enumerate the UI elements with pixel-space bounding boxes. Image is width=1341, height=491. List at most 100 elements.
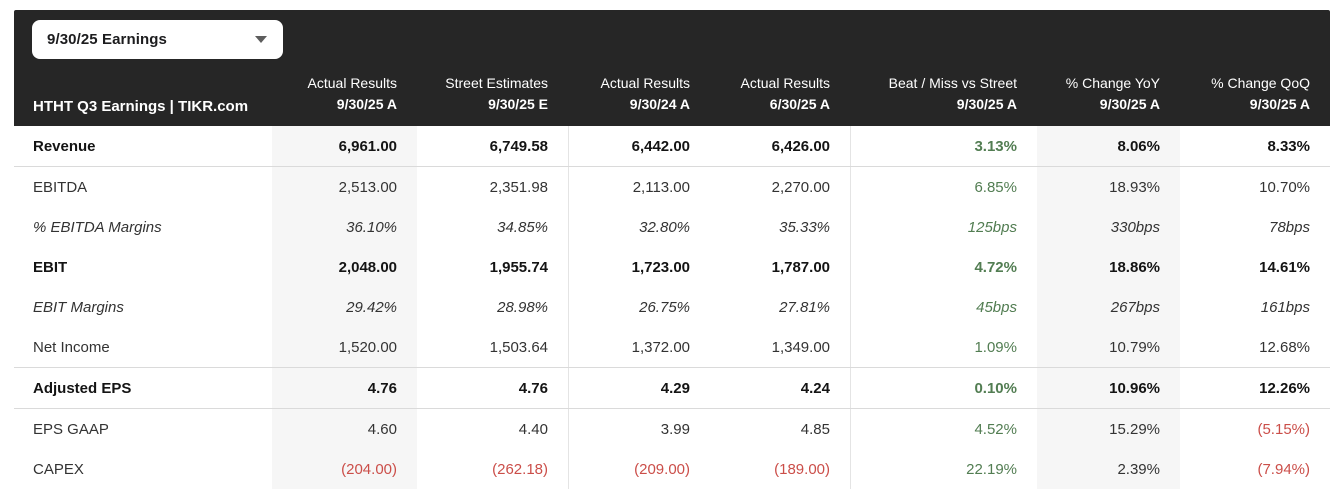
cell: 34.85% xyxy=(497,218,548,236)
cell: 1,955.74 xyxy=(489,258,548,276)
cell: 10.70% xyxy=(1259,178,1310,196)
cell-beat-miss: 0.10% xyxy=(850,368,1037,408)
cell: (262.18) xyxy=(492,460,548,478)
column-header-line2: 9/30/25 E xyxy=(488,96,548,112)
cell: 6,749.58 xyxy=(489,137,548,155)
table-row-ebit-margins: EBIT Margins 29.42% 28.98% 26.75% 27.81%… xyxy=(14,287,1330,327)
cell: 6,961.00 xyxy=(272,126,417,166)
cell: 1,372.00 xyxy=(568,327,710,367)
column-header-line1: Beat / Miss vs Street xyxy=(888,75,1017,91)
table-row-revenue: Revenue 6,961.00 6,749.58 6,442.00 6,426… xyxy=(14,126,1330,167)
column-header-line1: % Change YoY xyxy=(1065,75,1160,91)
table-row-adjusted-eps: Adjusted EPS 4.76 4.76 4.29 4.24 0.10% 1… xyxy=(14,368,1330,409)
column-header-line1: % Change QoQ xyxy=(1211,75,1310,91)
row-label: EBIT xyxy=(33,258,68,276)
row-label: EBITDA xyxy=(33,178,88,196)
table-row-eps-gaap: EPS GAAP 4.60 4.40 3.99 4.85 4.52% 15.29… xyxy=(14,409,1330,449)
cell: 3.99 xyxy=(568,409,710,449)
column-header-actual-results-prior-year: Actual Results 9/30/24 A xyxy=(568,73,710,115)
column-header-line1: Actual Results xyxy=(740,75,830,91)
row-label: Adjusted EPS xyxy=(33,379,132,397)
column-header-line1: Actual Results xyxy=(307,75,397,91)
cell: 27.81% xyxy=(779,298,830,316)
table-row-ebitda-margins: % EBITDA Margins 36.10% 34.85% 32.80% 35… xyxy=(14,207,1330,247)
cell-beat-miss: 22.19% xyxy=(850,449,1037,489)
table-title: HTHT Q3 Earnings | TIKR.com xyxy=(33,98,249,115)
cell: 1,787.00 xyxy=(771,258,830,276)
cell: 4.29 xyxy=(568,368,710,408)
row-label: EBIT Margins xyxy=(33,298,124,316)
cell: (209.00) xyxy=(568,449,710,489)
cell: 35.33% xyxy=(779,218,830,236)
cell: 12.68% xyxy=(1259,338,1310,356)
row-label: % EBITDA Margins xyxy=(33,218,162,236)
cell: 161bps xyxy=(1260,298,1310,316)
column-header-change-yoy: % Change YoY 9/30/25 A xyxy=(1037,73,1180,115)
row-label: Net Income xyxy=(33,338,110,356)
row-label: Revenue xyxy=(33,137,96,155)
cell: 4.60 xyxy=(272,409,417,449)
period-dropdown-value: 9/30/25 Earnings xyxy=(47,31,167,48)
cell: (5.15%) xyxy=(1257,420,1310,438)
table-header: 9/30/25 Earnings HTHT Q3 Earnings | TIKR… xyxy=(14,10,1330,126)
column-header-line2: 9/30/25 A xyxy=(1249,96,1310,112)
cell: 2,513.00 xyxy=(272,167,417,207)
cell-beat-miss: 45bps xyxy=(850,287,1037,327)
cell: (7.94%) xyxy=(1257,460,1310,478)
cell: 29.42% xyxy=(272,287,417,327)
column-header-actual-results-prior-quarter: Actual Results 6/30/25 A xyxy=(710,73,850,115)
cell: (204.00) xyxy=(272,449,417,489)
column-header-street-estimates: Street Estimates 9/30/25 E xyxy=(417,73,568,115)
cell: 2,270.00 xyxy=(771,178,830,196)
column-header-line1: Street Estimates xyxy=(445,75,548,91)
cell: 8.33% xyxy=(1267,137,1310,155)
cell: 15.29% xyxy=(1037,409,1180,449)
cell: (189.00) xyxy=(774,460,830,478)
cell: 28.98% xyxy=(497,298,548,316)
table-row-capex: CAPEX (204.00) (262.18) (209.00) (189.00… xyxy=(14,449,1330,489)
cell: 14.61% xyxy=(1259,258,1310,276)
cell: 6,442.00 xyxy=(568,126,710,166)
cell: 18.93% xyxy=(1037,167,1180,207)
cell: 330bps xyxy=(1037,207,1180,247)
column-header-line2: 9/30/25 A xyxy=(1099,96,1160,112)
cell: 6,426.00 xyxy=(771,137,830,155)
table-body: Revenue 6,961.00 6,749.58 6,442.00 6,426… xyxy=(14,126,1330,489)
column-header-line2: 9/30/25 A xyxy=(336,96,397,112)
cell: 1,520.00 xyxy=(272,327,417,367)
cell: 4.40 xyxy=(518,420,548,438)
cell: 4.85 xyxy=(800,420,830,438)
cell: 4.76 xyxy=(518,379,548,397)
cell: 1,723.00 xyxy=(568,247,710,287)
cell: 78bps xyxy=(1269,218,1310,236)
cell: 12.26% xyxy=(1259,379,1310,397)
row-label: CAPEX xyxy=(33,460,84,478)
cell: 32.80% xyxy=(568,207,710,247)
chevron-down-icon xyxy=(255,36,267,43)
row-label: EPS GAAP xyxy=(33,420,109,438)
cell: 2,351.98 xyxy=(489,178,548,196)
cell: 267bps xyxy=(1037,287,1180,327)
cell-beat-miss: 125bps xyxy=(850,207,1037,247)
cell: 1,349.00 xyxy=(771,338,830,356)
cell: 36.10% xyxy=(272,207,417,247)
cell-beat-miss: 6.85% xyxy=(850,167,1037,207)
period-dropdown[interactable]: 9/30/25 Earnings xyxy=(32,20,283,59)
column-header-line2: 9/30/25 A xyxy=(956,96,1017,112)
cell: 2.39% xyxy=(1037,449,1180,489)
cell: 1,503.64 xyxy=(489,338,548,356)
cell: 10.96% xyxy=(1037,368,1180,408)
column-header-line1: Actual Results xyxy=(600,75,690,91)
cell-beat-miss: 4.72% xyxy=(850,247,1037,287)
column-header-beat-miss: Beat / Miss vs Street 9/30/25 A xyxy=(850,73,1037,115)
table-row-ebitda: EBITDA 2,513.00 2,351.98 2,113.00 2,270.… xyxy=(14,167,1330,207)
cell: 2,113.00 xyxy=(568,167,710,207)
table-row-ebit: EBIT 2,048.00 1,955.74 1,723.00 1,787.00… xyxy=(14,247,1330,287)
column-header-change-qoq: % Change QoQ 9/30/25 A xyxy=(1180,73,1330,115)
cell-beat-miss: 1.09% xyxy=(850,327,1037,367)
cell-beat-miss: 4.52% xyxy=(850,409,1037,449)
cell: 26.75% xyxy=(568,287,710,327)
cell: 4.76 xyxy=(272,368,417,408)
cell: 8.06% xyxy=(1037,126,1180,166)
